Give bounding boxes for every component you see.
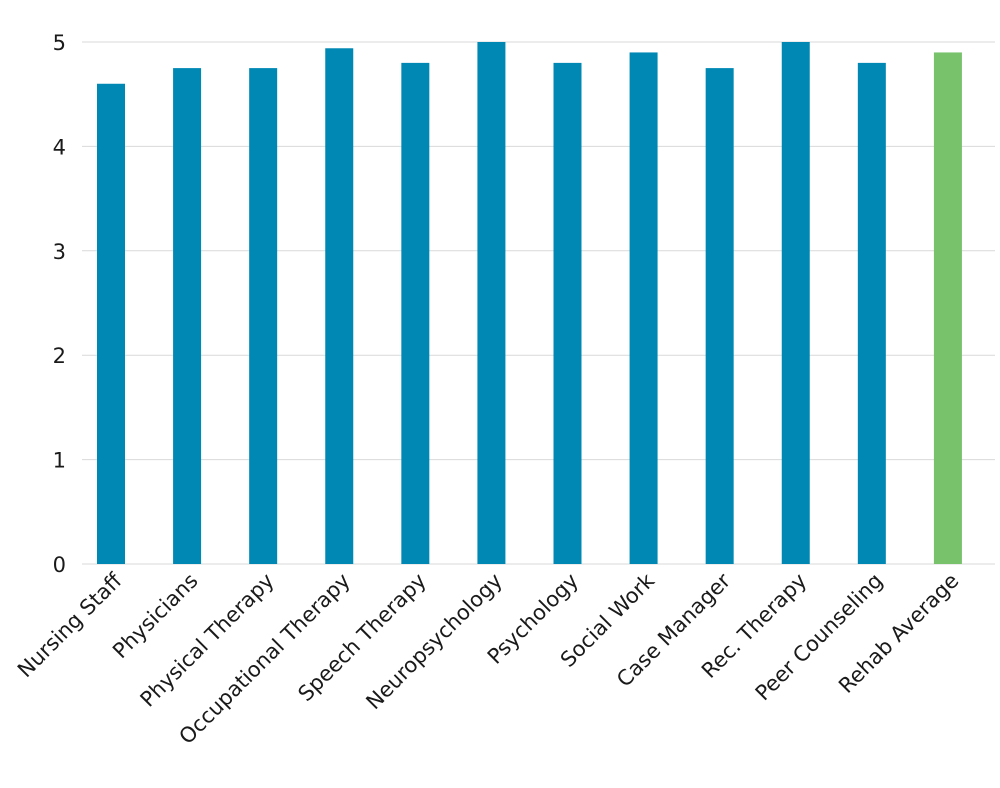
bar-peer-counseling <box>857 62 886 564</box>
y-tick-label: 5 <box>53 31 66 55</box>
y-tick-label: 1 <box>53 449 66 473</box>
bar-physical-therapy <box>249 68 278 564</box>
bar-social-work <box>629 52 658 564</box>
bar-occupational-therapy <box>325 48 354 565</box>
bar-nursing-staff <box>97 83 125 564</box>
bars <box>97 42 962 565</box>
bar-physicians <box>173 68 202 564</box>
y-tick-label: 3 <box>53 240 66 264</box>
y-tick-label: 0 <box>53 553 66 577</box>
bar-case-manager <box>705 68 734 564</box>
bar-rehab-average <box>933 52 962 564</box>
y-tick-label: 4 <box>53 135 66 159</box>
y-axis-tick-labels: 0 1 2 3 4 5 <box>53 31 66 577</box>
bar-neuropsychology <box>477 42 506 564</box>
x-category-label: Nursing Staff <box>13 568 127 682</box>
x-category-label: Peer Counseling <box>751 569 888 706</box>
bar-psychology <box>553 62 582 564</box>
y-tick-label: 2 <box>53 344 66 368</box>
bar-rec-therapy <box>781 42 810 564</box>
x-category-label: Physical Therapy <box>136 569 279 712</box>
x-category-label: Speech Therapy <box>293 569 430 706</box>
x-category-label: Neuropsychology <box>361 569 507 715</box>
bar-speech-therapy <box>401 62 430 564</box>
gridlines <box>82 41 995 565</box>
